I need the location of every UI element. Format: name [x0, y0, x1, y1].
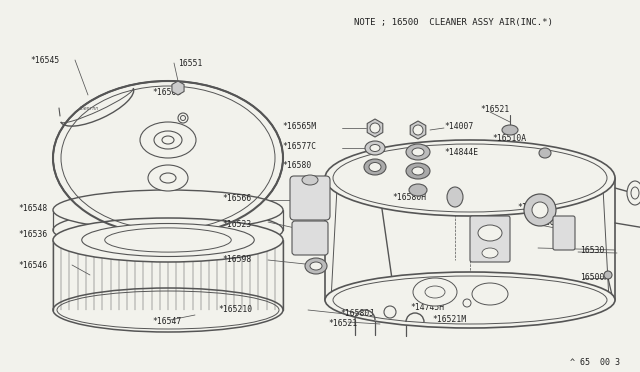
- Text: *16565N: *16565N: [540, 218, 574, 227]
- Ellipse shape: [413, 278, 457, 306]
- Text: *16545: *16545: [30, 55, 60, 64]
- Ellipse shape: [53, 81, 283, 235]
- Text: *16577C: *16577C: [282, 141, 316, 151]
- Ellipse shape: [539, 148, 551, 158]
- Text: 16551: 16551: [178, 58, 202, 67]
- Ellipse shape: [310, 262, 322, 270]
- Text: *16568: *16568: [152, 87, 181, 96]
- Ellipse shape: [502, 125, 518, 135]
- Ellipse shape: [82, 224, 254, 257]
- Text: *16598: *16598: [222, 256, 252, 264]
- Ellipse shape: [409, 184, 427, 196]
- Text: *14745H: *14745H: [410, 304, 444, 312]
- Text: *16580H: *16580H: [392, 192, 426, 202]
- Text: *16523: *16523: [222, 219, 252, 228]
- Ellipse shape: [472, 283, 508, 305]
- Text: *16521: *16521: [480, 105, 509, 113]
- Ellipse shape: [627, 181, 640, 205]
- Text: *16580J: *16580J: [340, 310, 374, 318]
- Text: *16547: *16547: [152, 317, 181, 327]
- Ellipse shape: [53, 190, 283, 230]
- Ellipse shape: [482, 248, 498, 258]
- Text: 16500A: 16500A: [580, 273, 609, 282]
- Text: ^ 65  00 3: ^ 65 00 3: [570, 358, 620, 367]
- Ellipse shape: [53, 288, 283, 332]
- Ellipse shape: [447, 187, 463, 207]
- Text: 16530: 16530: [580, 246, 604, 254]
- Ellipse shape: [406, 163, 430, 179]
- Text: *14007: *14007: [444, 122, 473, 131]
- Ellipse shape: [370, 123, 380, 133]
- Text: *16521: *16521: [328, 320, 357, 328]
- Ellipse shape: [154, 131, 182, 149]
- Ellipse shape: [369, 163, 381, 171]
- Ellipse shape: [302, 175, 318, 185]
- Ellipse shape: [604, 271, 612, 279]
- Ellipse shape: [532, 202, 548, 218]
- FancyBboxPatch shape: [553, 216, 575, 250]
- Ellipse shape: [305, 258, 327, 274]
- Text: *16536: *16536: [18, 230, 47, 238]
- Text: thenrnn: thenrnn: [79, 106, 99, 110]
- Ellipse shape: [53, 210, 283, 250]
- Text: *16548: *16548: [18, 203, 47, 212]
- Ellipse shape: [384, 306, 396, 318]
- Text: *16521M: *16521M: [432, 314, 466, 324]
- Text: *16510A: *16510A: [492, 134, 526, 142]
- Text: *16566: *16566: [222, 193, 252, 202]
- Text: *16580: *16580: [282, 160, 311, 170]
- Ellipse shape: [148, 165, 188, 191]
- Ellipse shape: [325, 272, 615, 328]
- Ellipse shape: [365, 141, 385, 155]
- Text: *165210: *165210: [218, 305, 252, 314]
- Ellipse shape: [524, 194, 556, 226]
- Ellipse shape: [364, 159, 386, 175]
- Text: *16510: *16510: [517, 202, 547, 212]
- Text: *16565M: *16565M: [282, 122, 316, 131]
- Text: NOTE ; 16500  CLEANER ASSY AIR(INC.*): NOTE ; 16500 CLEANER ASSY AIR(INC.*): [354, 18, 553, 27]
- Ellipse shape: [412, 148, 424, 156]
- Ellipse shape: [478, 225, 502, 241]
- Ellipse shape: [178, 113, 188, 123]
- Ellipse shape: [140, 122, 196, 158]
- Ellipse shape: [53, 218, 283, 262]
- FancyBboxPatch shape: [470, 216, 510, 262]
- Ellipse shape: [413, 125, 423, 135]
- Text: *14844E: *14844E: [444, 148, 478, 157]
- Ellipse shape: [370, 144, 380, 151]
- Text: *16546: *16546: [18, 260, 47, 269]
- Ellipse shape: [406, 144, 430, 160]
- Ellipse shape: [463, 299, 471, 307]
- FancyBboxPatch shape: [292, 221, 328, 255]
- Ellipse shape: [412, 167, 424, 175]
- Ellipse shape: [325, 140, 615, 216]
- FancyBboxPatch shape: [290, 176, 330, 220]
